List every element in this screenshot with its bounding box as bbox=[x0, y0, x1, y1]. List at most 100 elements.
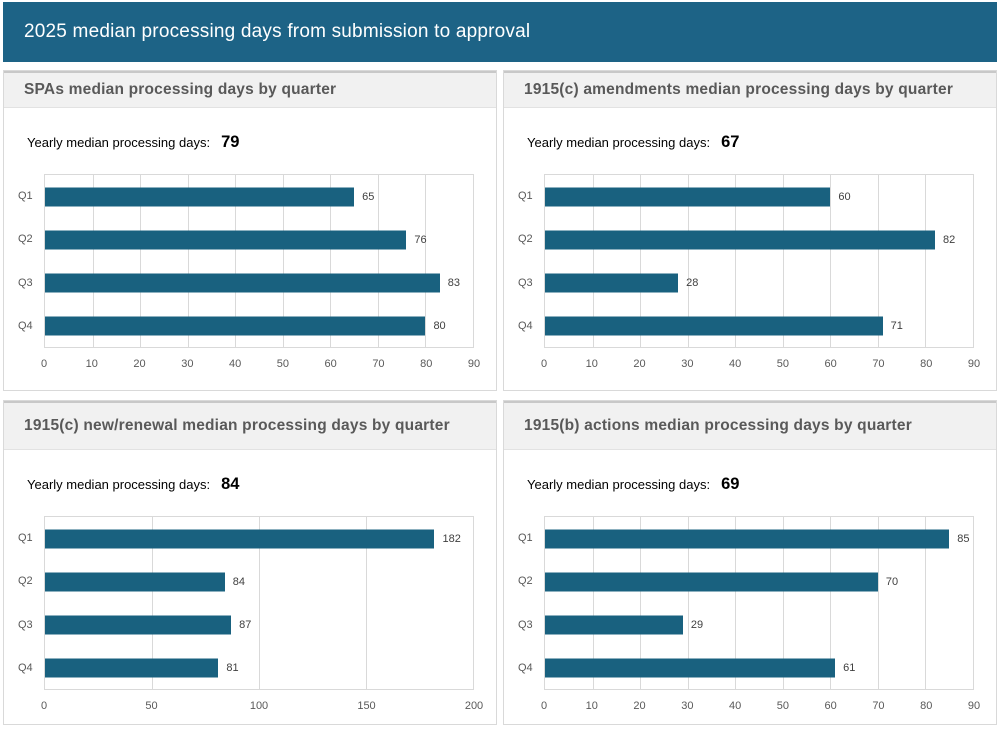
x-tick-label: 20 bbox=[633, 358, 646, 370]
x-tick-label: 70 bbox=[372, 358, 385, 370]
plot-area-wrap: 182 84 87 81 0 50 100 150 200 bbox=[40, 516, 483, 716]
gridline bbox=[282, 175, 284, 347]
panel-1915c-new-renewal: 1915(c) new/renewal median processing da… bbox=[3, 400, 497, 725]
x-tick-label: 200 bbox=[464, 700, 484, 712]
bar-q4 bbox=[545, 316, 883, 335]
x-tick-label: 70 bbox=[872, 358, 885, 370]
dashboard-banner: 2025 median processing days from submiss… bbox=[3, 2, 997, 62]
bar-chart-1915c-new-renewal: Q1 Q2 Q3 Q4 182 84 87 81 0 50 100 150 200 bbox=[18, 516, 483, 716]
bar-q3 bbox=[45, 273, 440, 292]
panel-title: 1915(c) amendments median processing day… bbox=[504, 71, 996, 108]
panel-spas: SPAs median processing days by quarter Y… bbox=[3, 70, 497, 391]
bar-q4 bbox=[45, 658, 219, 677]
gridline bbox=[140, 175, 142, 347]
bar-value-label: 83 bbox=[447, 276, 460, 289]
yearly-median-value: 79 bbox=[221, 133, 240, 151]
gridline bbox=[830, 175, 832, 347]
gridline bbox=[152, 517, 153, 689]
category-axis: Q1 Q2 Q3 Q4 bbox=[518, 516, 544, 690]
bar-value-label: 60 bbox=[838, 190, 851, 203]
x-tick-label: 50 bbox=[776, 700, 789, 712]
x-tick-label: 50 bbox=[145, 700, 158, 712]
x-tick-label: 40 bbox=[228, 358, 242, 370]
bar-q2 bbox=[545, 572, 878, 591]
gridline bbox=[187, 175, 189, 347]
bar-chart-1915c-amendments: Q1 Q2 Q3 Q4 60 82 28 71 0 10 20 30 40 50 60 70 80 90 bbox=[518, 174, 980, 374]
bar-q1 bbox=[545, 529, 950, 548]
gridline bbox=[235, 175, 237, 347]
dashboard-title: 2025 median processing days from submiss… bbox=[24, 21, 531, 42]
bar-q2 bbox=[545, 230, 935, 249]
bar-q2 bbox=[45, 230, 407, 249]
dashboard-grid: SPAs median processing days by quarter Y… bbox=[3, 70, 997, 725]
bar-q1 bbox=[45, 529, 435, 548]
bar-q4 bbox=[545, 658, 836, 677]
gridline bbox=[877, 517, 879, 689]
x-tick-label: 100 bbox=[249, 700, 269, 712]
x-tick-label: 0 bbox=[40, 358, 48, 370]
x-tick-label: 0 bbox=[540, 358, 548, 370]
category-label-q1: Q1 bbox=[518, 189, 533, 202]
plot-area-wrap: 65 76 83 80 0 10 20 30 40 50 60 70 80 90 bbox=[40, 174, 480, 374]
category-label-q1: Q1 bbox=[18, 189, 33, 202]
yearly-median-caption: Yearly median processing days: 67 bbox=[527, 133, 996, 152]
bar-q1 bbox=[545, 187, 831, 206]
gridline bbox=[377, 175, 379, 347]
gridline bbox=[425, 175, 427, 347]
gridline bbox=[640, 517, 642, 689]
x-tick-label: 0 bbox=[40, 700, 48, 712]
gridline bbox=[640, 175, 642, 347]
bar-value-label: 65 bbox=[362, 190, 375, 203]
yearly-median-caption: Yearly median processing days: 79 bbox=[27, 133, 496, 152]
gridline bbox=[735, 175, 737, 347]
category-label-q3: Q3 bbox=[18, 618, 33, 631]
bar-chart-spas: Q1 Q2 Q3 Q4 65 76 83 80 0 10 20 30 40 50 60 70 80 90 bbox=[18, 174, 480, 374]
x-tick-label: 40 bbox=[728, 358, 742, 370]
x-tick-label: 20 bbox=[133, 358, 146, 370]
x-tick-label: 30 bbox=[681, 700, 694, 712]
gridline bbox=[782, 175, 784, 347]
yearly-median-label: Yearly median processing days: bbox=[27, 135, 211, 150]
gridline bbox=[687, 175, 689, 347]
category-label-q3: Q3 bbox=[18, 276, 33, 289]
category-label-q3: Q3 bbox=[518, 618, 533, 631]
bar-value-label: 28 bbox=[686, 276, 699, 289]
panel-title: 1915(b) actions median processing days b… bbox=[504, 401, 996, 450]
bar-value-label: 61 bbox=[843, 661, 856, 674]
panel-title: 1915(c) new/renewal median processing da… bbox=[4, 401, 496, 450]
gridline bbox=[92, 175, 94, 347]
bar-value-label: 182 bbox=[442, 532, 461, 545]
yearly-median-value: 84 bbox=[221, 475, 240, 493]
yearly-median-value: 69 bbox=[721, 475, 740, 493]
category-label-q2: Q2 bbox=[18, 233, 33, 246]
yearly-median-label: Yearly median processing days: bbox=[527, 135, 711, 150]
yearly-median-label: Yearly median processing days: bbox=[527, 477, 711, 492]
gridline bbox=[735, 517, 737, 689]
bar-value-label: 81 bbox=[226, 661, 239, 674]
category-label-q3: Q3 bbox=[518, 276, 533, 289]
x-tick-label: 60 bbox=[824, 358, 837, 370]
x-tick-label: 40 bbox=[728, 700, 742, 712]
yearly-median-value: 67 bbox=[721, 133, 740, 151]
category-label-q2: Q2 bbox=[518, 233, 533, 246]
category-label-q4: Q4 bbox=[18, 662, 33, 675]
bar-value-label: 82 bbox=[942, 233, 956, 246]
gridline bbox=[877, 175, 879, 347]
bar-value-label: 80 bbox=[433, 319, 446, 332]
x-tick-label: 60 bbox=[824, 700, 837, 712]
x-axis: 0 10 20 30 40 50 60 70 80 90 bbox=[40, 348, 480, 374]
x-tick-label: 90 bbox=[967, 700, 981, 712]
category-axis: Q1 Q2 Q3 Q4 bbox=[18, 174, 44, 348]
gridline bbox=[925, 175, 927, 347]
bar-value-label: 87 bbox=[239, 618, 252, 631]
x-axis: 0 10 20 30 40 50 60 70 80 90 bbox=[541, 690, 980, 716]
bar-q1 bbox=[45, 187, 355, 206]
gridline bbox=[592, 175, 594, 347]
plot-area-wrap: 85 70 29 61 0 10 20 30 40 50 60 70 80 90 bbox=[541, 516, 980, 716]
yearly-median-caption: Yearly median processing days: 69 bbox=[527, 475, 996, 494]
bar-value-label: 29 bbox=[690, 618, 704, 631]
x-tick-label: 20 bbox=[633, 700, 646, 712]
panel-1915c-amendments: 1915(c) amendments median processing day… bbox=[503, 70, 997, 391]
x-tick-label: 90 bbox=[967, 358, 981, 370]
gridline bbox=[687, 517, 689, 689]
